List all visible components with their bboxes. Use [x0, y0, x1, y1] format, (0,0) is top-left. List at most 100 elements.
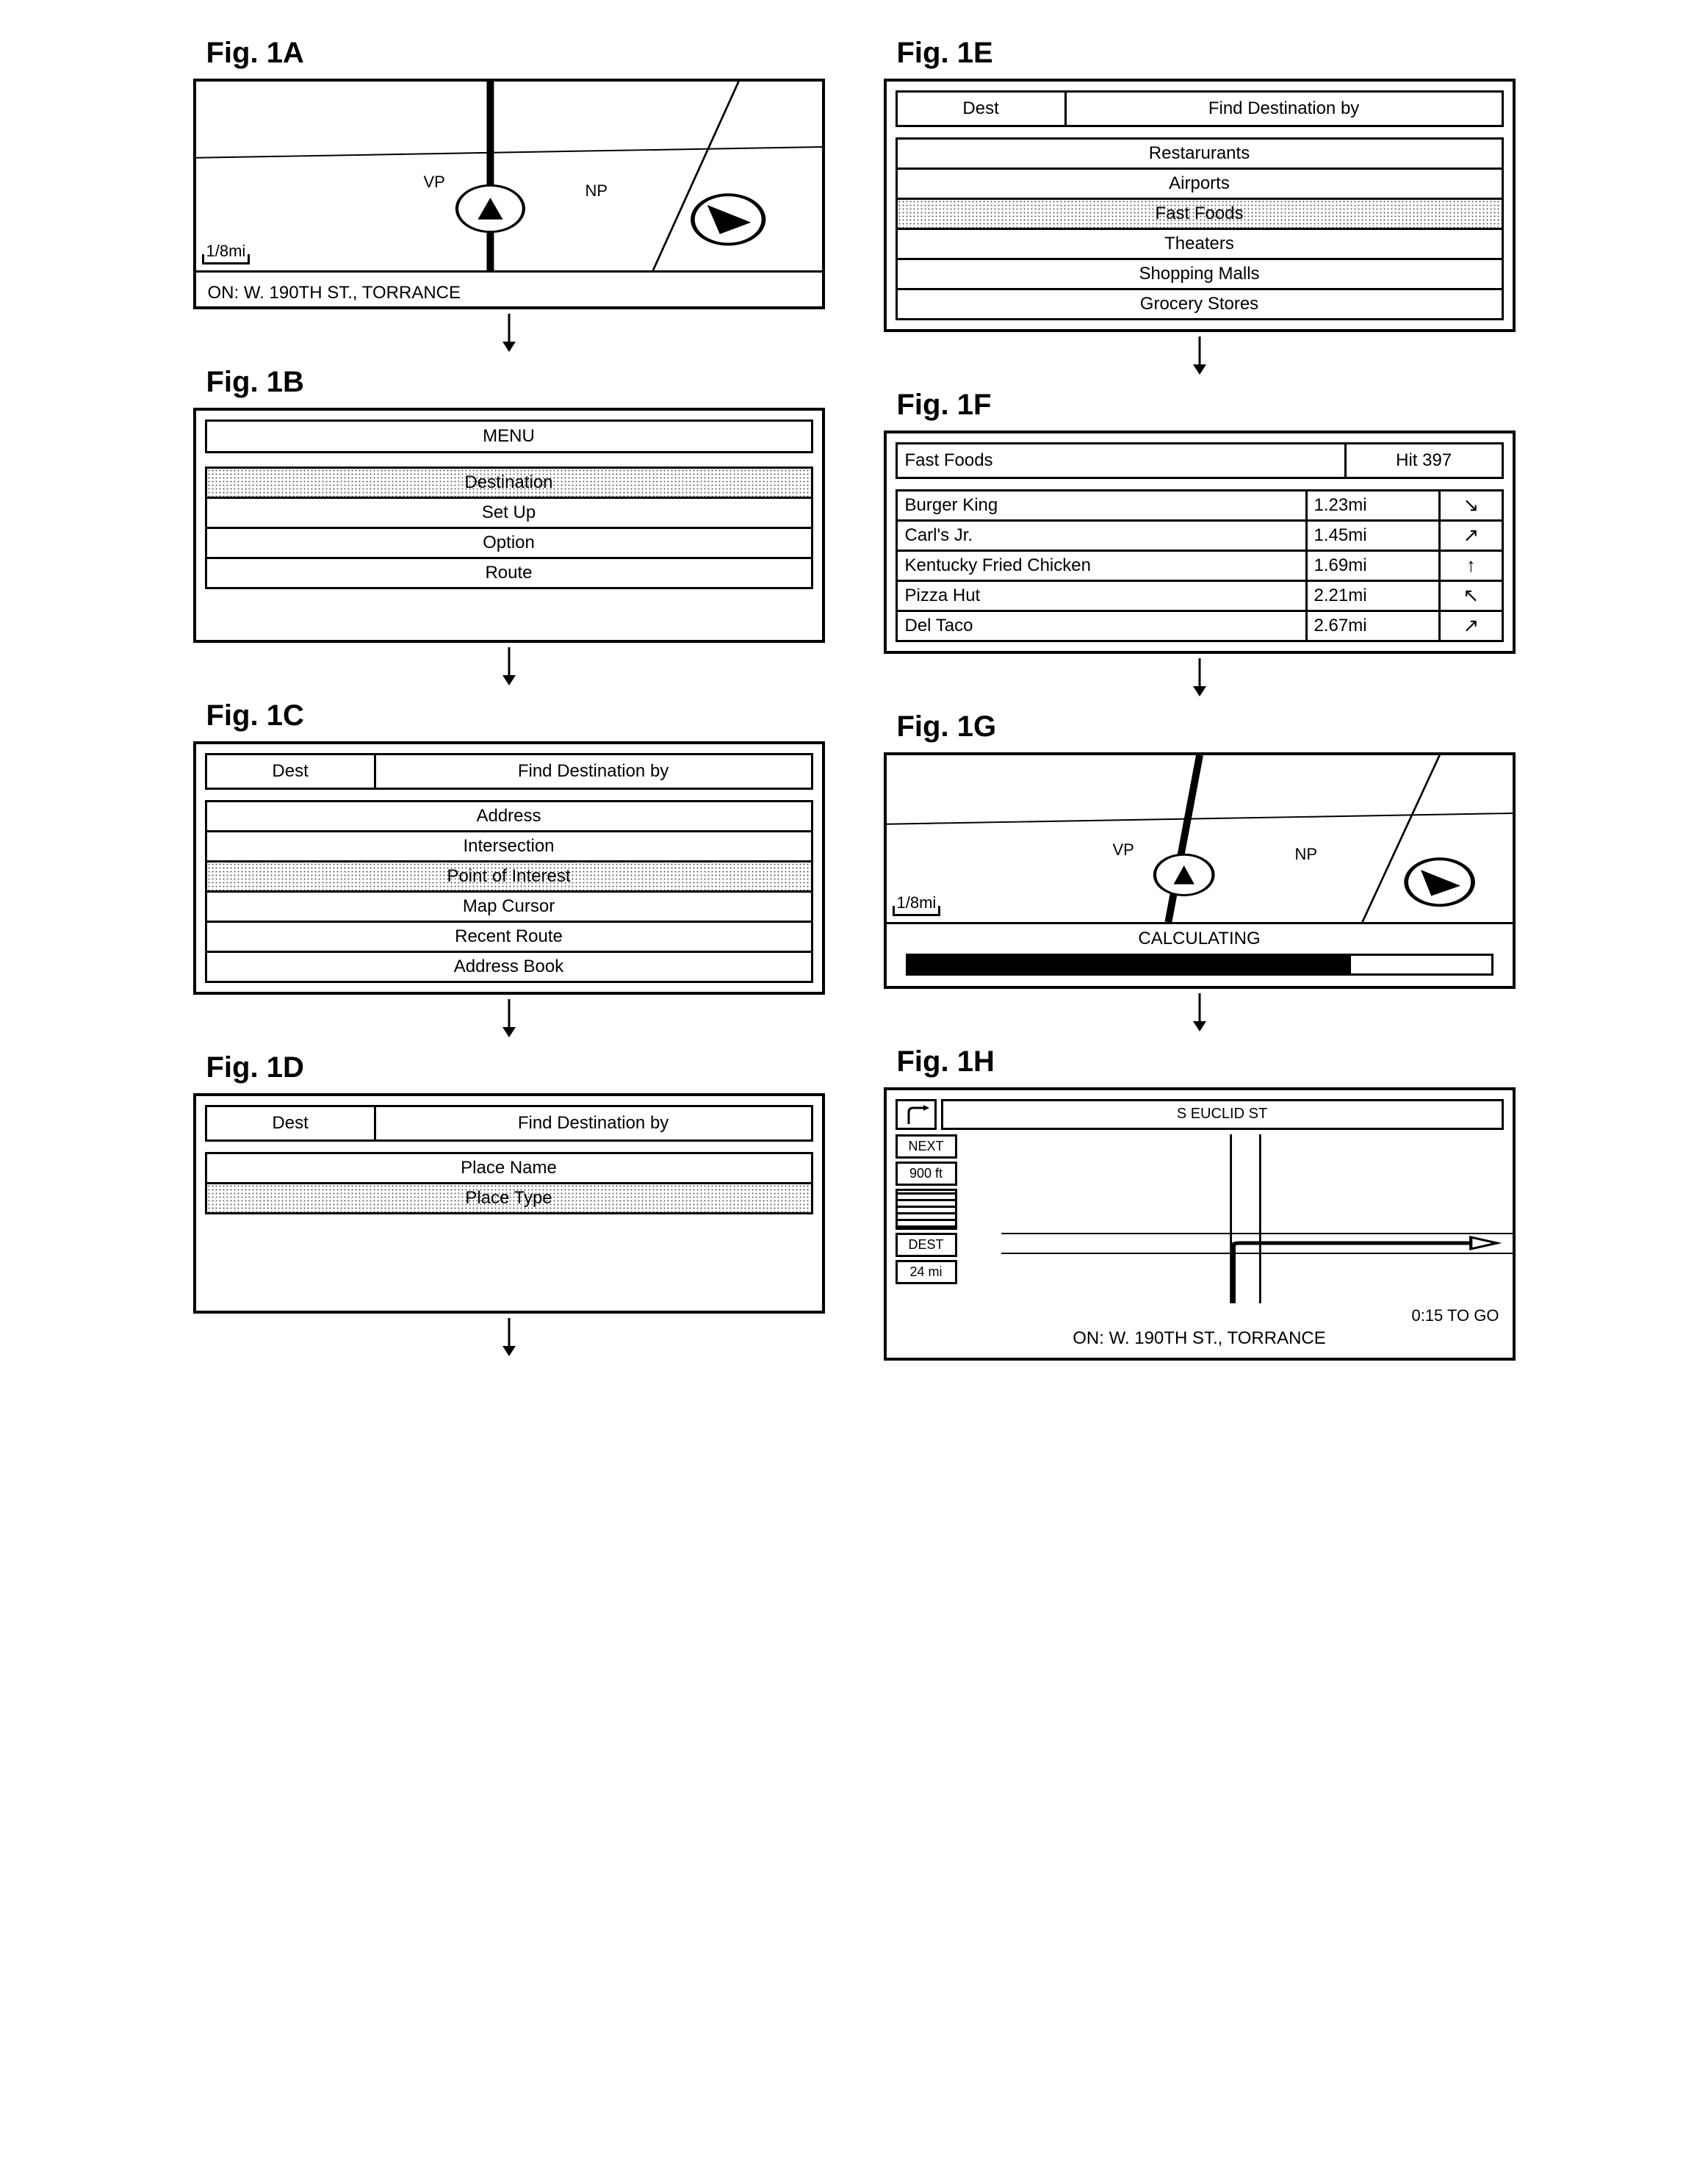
street-1a: ON: W. 190TH ST., TORRANCE	[205, 277, 813, 303]
hdr-right-1f: Hit 397	[1344, 444, 1502, 477]
result-name: Kentucky Fried Chicken	[898, 552, 1308, 580]
result-dist: 2.21mi	[1308, 582, 1441, 610]
dest-list-1c[interactable]: AddressIntersectionPoint of InterestMap …	[205, 800, 813, 983]
panel-1h: S EUCLID ST NEXT 900 ft DEST 24 mi	[884, 1087, 1516, 1361]
np-label-1g: NP	[1295, 845, 1318, 864]
hdr-right-1e: Find Destination by	[1067, 93, 1502, 125]
list-item[interactable]: Option	[207, 527, 811, 557]
map-1a: 1/8mi VP NP	[196, 82, 822, 273]
nav-map	[887, 1134, 1513, 1303]
direction-icon: ↗	[1441, 612, 1501, 640]
list-item[interactable]: Place Name	[207, 1154, 811, 1182]
menu-list[interactable]: DestinationSet UpOptionRoute	[205, 467, 813, 589]
calculating-label: CALCULATING	[896, 929, 1504, 949]
dest-list-1e[interactable]: RestarurantsAirportsFast FoodsTheatersSh…	[896, 137, 1504, 320]
progress-fill	[908, 956, 1351, 973]
panel-1g: 1/8mi VP NP CALCULATING	[884, 752, 1516, 989]
result-dist: 1.45mi	[1308, 522, 1441, 550]
result-name: Burger King	[898, 491, 1308, 519]
panel-1d: Dest Find Destination by Place NamePlace…	[193, 1093, 825, 1314]
result-name: Del Taco	[898, 612, 1308, 640]
hdr-1c: Dest Find Destination by	[205, 753, 813, 790]
direction-icon: ↑	[1441, 552, 1501, 580]
result-dist: 1.69mi	[1308, 552, 1441, 580]
list-item[interactable]: Airports	[898, 168, 1502, 198]
results-table[interactable]: Burger King1.23mi↘Carl's Jr.1.45mi↗Kentu…	[896, 489, 1504, 642]
panel-1f: Fast Foods Hit 397 Burger King1.23mi↘Car…	[884, 431, 1516, 654]
scale-1g: 1/8mi	[893, 893, 941, 916]
progress-bar	[906, 954, 1493, 976]
direction-icon: ↗	[1441, 522, 1501, 550]
result-row[interactable]: Del Taco2.67mi↗	[898, 610, 1502, 640]
result-name: Pizza Hut	[898, 582, 1308, 610]
list-item[interactable]: Recent Route	[207, 921, 811, 951]
menu-title: MENU	[205, 419, 813, 453]
result-row[interactable]: Pizza Hut2.21mi↖	[898, 580, 1502, 610]
panel-1c: Dest Find Destination by AddressIntersec…	[193, 741, 825, 995]
list-item[interactable]: Intersection	[207, 830, 811, 860]
list-item[interactable]: Grocery Stores	[898, 288, 1502, 318]
arrow-1c-1d	[193, 999, 825, 1041]
result-dist: 1.23mi	[1308, 491, 1441, 519]
panel-1a: 1/8mi VP NP ON: W. 190TH ST., TORRANCE	[193, 79, 825, 309]
fig-label-1a: Fig. 1A	[206, 37, 825, 70]
fig-label-1h: Fig. 1H	[897, 1045, 1516, 1078]
list-item[interactable]: Shopping Malls	[898, 258, 1502, 288]
hdr-1e: Dest Find Destination by	[896, 90, 1504, 127]
arrow-1e-1f	[884, 336, 1516, 378]
list-item[interactable]: Route	[207, 557, 811, 587]
list-item[interactable]: Address Book	[207, 951, 811, 981]
right-column: Fig. 1E Dest Find Destination by Restaru…	[884, 29, 1516, 1363]
list-item[interactable]: Fast Foods	[898, 198, 1502, 228]
arrow-1a-1b	[193, 314, 825, 356]
list-item[interactable]: Place Type	[207, 1182, 811, 1212]
list-item[interactable]: Address	[207, 802, 811, 830]
list-item[interactable]: Theaters	[898, 228, 1502, 258]
hdr-left-1e: Dest	[898, 93, 1067, 125]
list-item[interactable]: Destination	[207, 469, 811, 497]
arrow-1f-1g	[884, 658, 1516, 700]
hdr-right-1d: Find Destination by	[376, 1107, 811, 1139]
hdr-left-1d: Dest	[207, 1107, 376, 1139]
hdr-left-1c: Dest	[207, 755, 376, 788]
street-top: S EUCLID ST	[941, 1099, 1504, 1130]
result-name: Carl's Jr.	[898, 522, 1308, 550]
vp-label-1g: VP	[1113, 840, 1134, 860]
direction-icon: ↘	[1441, 491, 1501, 519]
panel-1e: Dest Find Destination by RestarurantsAir…	[884, 79, 1516, 332]
figure-grid: Fig. 1A 1/8mi VP NP ON: W. 190TH ST., TO…	[193, 29, 1516, 1363]
fig-label-1d: Fig. 1D	[206, 1051, 825, 1084]
result-row[interactable]: Burger King1.23mi↘	[898, 491, 1502, 519]
arrow-1d-out	[193, 1318, 825, 1360]
list-item[interactable]: Map Cursor	[207, 890, 811, 921]
np-label-1a: NP	[585, 181, 608, 201]
street-bottom: ON: W. 190TH ST., TORRANCE	[896, 1328, 1504, 1349]
nav-top: S EUCLID ST	[896, 1099, 1504, 1130]
scale-1a: 1/8mi	[202, 242, 251, 264]
list-item[interactable]: Restarurants	[898, 140, 1502, 168]
list-item[interactable]: Point of Interest	[207, 860, 811, 890]
result-row[interactable]: Kentucky Fried Chicken1.69mi↑	[898, 550, 1502, 580]
result-dist: 2.67mi	[1308, 612, 1441, 640]
arrow-1b-1c	[193, 647, 825, 689]
hdr-1d: Dest Find Destination by	[205, 1105, 813, 1142]
result-row[interactable]: Carl's Jr.1.45mi↗	[898, 519, 1502, 550]
left-column: Fig. 1A 1/8mi VP NP ON: W. 190TH ST., TO…	[193, 29, 825, 1363]
hdr-right-1c: Find Destination by	[376, 755, 811, 788]
direction-icon: ↖	[1441, 582, 1501, 610]
panel-1b: MENU DestinationSet UpOptionRoute	[193, 408, 825, 643]
map-1g: 1/8mi VP NP	[887, 755, 1513, 924]
list-item[interactable]: Set Up	[207, 497, 811, 527]
turn-right-icon	[896, 1099, 937, 1130]
fig-label-1e: Fig. 1E	[897, 37, 1516, 70]
eta: 0:15 TO GO	[896, 1306, 1504, 1325]
hdr-left-1f: Fast Foods	[898, 444, 1344, 477]
fig-label-1g: Fig. 1G	[897, 710, 1516, 743]
fig-label-1f: Fig. 1F	[897, 389, 1516, 422]
hdr-1f: Fast Foods Hit 397	[896, 442, 1504, 479]
arrow-1g-1h	[884, 993, 1516, 1035]
fig-label-1c: Fig. 1C	[206, 699, 825, 732]
vp-label-1a: VP	[424, 173, 445, 192]
fig-label-1b: Fig. 1B	[206, 366, 825, 399]
dest-list-1d[interactable]: Place NamePlace Type	[205, 1152, 813, 1214]
